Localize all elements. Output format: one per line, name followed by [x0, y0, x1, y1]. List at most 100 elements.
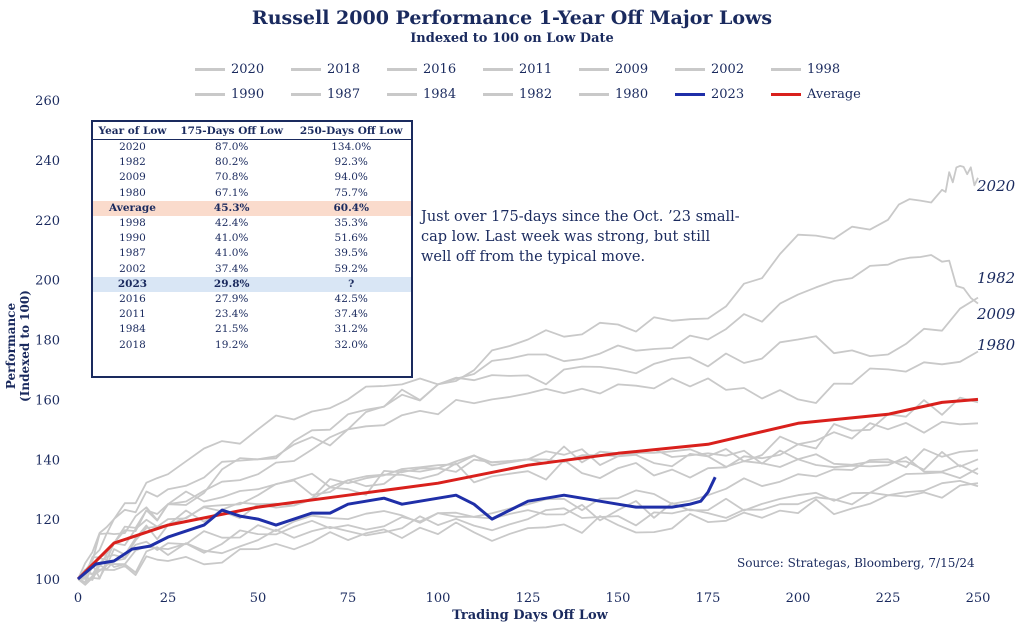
- legend-label: 2023: [711, 87, 745, 102]
- table-cell-d250: 32.0%: [334, 338, 368, 351]
- table-cell-d250: 39.5%: [334, 247, 368, 260]
- header-250: 250-Days Off Low: [291, 122, 411, 140]
- legend-swatch: [675, 68, 705, 71]
- table-cell-d250: 59.2%: [334, 262, 368, 275]
- table-cell-d175: 41.0%: [215, 232, 249, 245]
- legend-swatch: [291, 93, 321, 96]
- end-label-1982: 1982: [977, 269, 1016, 287]
- header-year: Year of Low: [93, 122, 172, 140]
- series-line-2018: [77, 482, 979, 580]
- table-cell-d250: 75.7%: [334, 186, 368, 199]
- series-line-2023: [77, 476, 717, 581]
- x-tick-label: 25: [160, 591, 177, 606]
- series-line-1980: [77, 350, 979, 580]
- table-row: 2011 23.4% 37.4%: [93, 307, 411, 322]
- table-cell-d250: 37.4%: [334, 308, 368, 321]
- table-row: 1987 41.0% 39.5%: [93, 246, 411, 261]
- table-cell-year: 2023: [93, 276, 172, 293]
- table-cell-d175: 42.4%: [215, 217, 249, 230]
- legend-item-2023: 2023: [675, 87, 744, 102]
- legend-item-1987: 1987: [291, 87, 360, 102]
- legend-label: 1990: [231, 87, 265, 102]
- table-cell-d175: 41.0%: [215, 247, 249, 260]
- legend-swatch: [675, 93, 705, 96]
- y-tick-label: 220: [35, 214, 60, 229]
- legend-item-average: Average: [771, 87, 861, 102]
- table-cell-d175: 70.8%: [215, 171, 249, 184]
- legend-label: 2002: [711, 62, 745, 77]
- legend-item-1998: 1998: [771, 62, 840, 77]
- legend-label: 2020: [231, 62, 265, 77]
- legend-label: 1998: [807, 62, 841, 77]
- end-label-2009: 2009: [977, 305, 1016, 323]
- table-cell-d250: 134.0%: [331, 141, 372, 153]
- y-tick-label: 240: [35, 154, 60, 169]
- y-tick-label: 180: [35, 334, 60, 349]
- table-cell-d250: 60.4%: [291, 200, 411, 217]
- table-cell-year: 2020: [119, 141, 146, 153]
- legend-label: 1987: [327, 87, 361, 102]
- series-line-1984: [77, 479, 979, 586]
- legend-swatch: [771, 68, 801, 71]
- table-cell-year: 1982: [119, 156, 146, 169]
- legend-label: 2011: [519, 62, 553, 77]
- series-line-average: [76, 397, 979, 581]
- end-label-1980: 1980: [977, 336, 1016, 354]
- table-row: 1998 42.4% 35.3%: [93, 216, 411, 231]
- legend-item-2018: 2018: [291, 62, 360, 77]
- table-row: 1984 21.5% 31.2%: [93, 322, 411, 337]
- table-cell-d250: 42.5%: [334, 293, 368, 306]
- x-tick-label: 75: [340, 591, 357, 606]
- table-cell-d175: 23.4%: [215, 308, 249, 321]
- series-line-2009: [77, 296, 979, 580]
- table-row: 2023 29.8%?: [93, 276, 411, 293]
- y-axis-label: Performance (Indexed to 100): [4, 290, 32, 402]
- table-cell-d250: 35.3%: [334, 217, 368, 230]
- legend-swatch: [483, 93, 513, 96]
- x-tick-label: 100: [426, 591, 451, 606]
- table-row: 1982 80.2% 92.3%: [93, 155, 411, 170]
- table-cell-d175: 21.5%: [215, 323, 249, 336]
- table-cell-year: 1998: [119, 217, 146, 230]
- table-row: 1990 41.0% 51.6%: [93, 231, 411, 246]
- y-tick-label: 160: [35, 393, 60, 408]
- legend-item-2011: 2011: [483, 62, 552, 77]
- y-tick-label: 120: [35, 513, 60, 528]
- table-row: 2009 70.8% 94.0%: [93, 170, 411, 185]
- legend-item-2009: 2009: [579, 62, 648, 77]
- header-175: 175-Days Off Low: [171, 122, 292, 140]
- legend-label: 2016: [423, 62, 457, 77]
- series-line-2002: [77, 396, 979, 580]
- legend-item-1982: 1982: [483, 87, 552, 102]
- legend-swatch: [579, 68, 609, 71]
- x-tick-label: 200: [786, 591, 811, 606]
- table-cell-year: 1980: [119, 186, 146, 199]
- table-cell-d175: 37.4%: [215, 262, 249, 275]
- table-cell-year: 2011: [119, 308, 146, 321]
- legend-item-2016: 2016: [387, 62, 456, 77]
- legend-swatch: [195, 93, 225, 96]
- table-cell-d175: 87.0%: [215, 141, 249, 153]
- legend-swatch: [579, 93, 609, 96]
- y-tick-label: 140: [35, 453, 60, 468]
- table-cell-d175: 29.8%: [171, 276, 292, 293]
- table-row: 2018 19.2% 32.0%: [93, 338, 411, 353]
- table-cell-d250: 51.6%: [334, 232, 368, 245]
- legend-label: 2018: [327, 62, 361, 77]
- legend-swatch: [291, 68, 321, 71]
- legend-swatch: [195, 68, 225, 71]
- table-row: 2002 37.4% 59.2%: [93, 262, 411, 277]
- table-cell-d175: 27.9%: [215, 293, 249, 306]
- legend-item-1990: 1990: [195, 87, 264, 102]
- table-cell-d250: 92.3%: [334, 156, 368, 169]
- table-cell-year: 2018: [119, 338, 146, 351]
- legend-label: Average: [807, 87, 861, 102]
- table-cell-d250: 31.2%: [334, 323, 368, 336]
- table-cell-d175: 80.2%: [215, 156, 249, 169]
- legend-swatch: [387, 68, 417, 71]
- table-cell-year: 1990: [119, 232, 146, 245]
- x-tick-label: 125: [516, 591, 541, 606]
- legend-item-1980: 1980: [579, 87, 648, 102]
- legend-item-2020: 2020: [195, 62, 264, 77]
- table-row: 2020 87.0% 134.0%: [93, 140, 411, 156]
